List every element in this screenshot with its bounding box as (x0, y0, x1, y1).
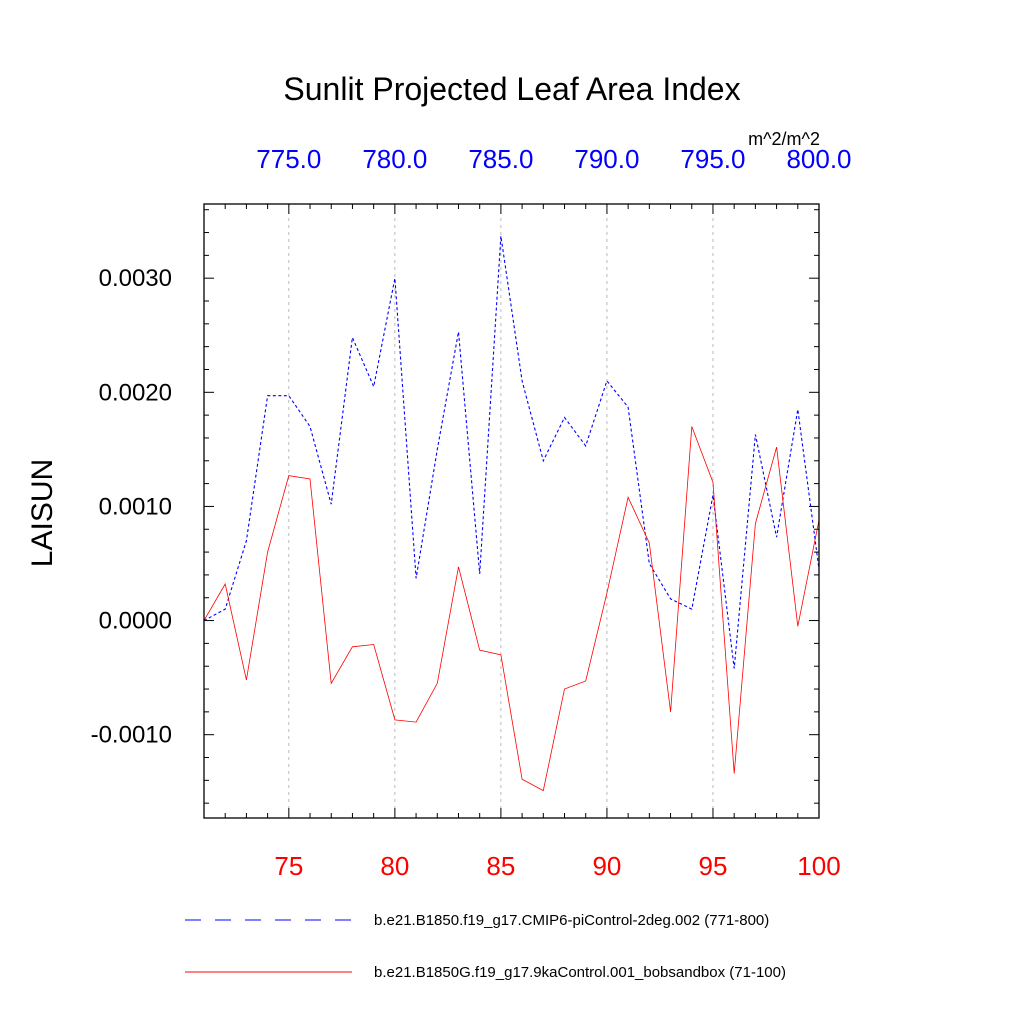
bottom-x-tick-label: 80 (380, 851, 409, 881)
top-x-tick-label: 790.0 (574, 144, 639, 174)
bottom-x-tick-label: 95 (699, 851, 728, 881)
legend: b.e21.B1850.f19_g17.CMIP6-piControl-2deg… (185, 912, 786, 981)
bottom-x-tick-label: 85 (486, 851, 515, 881)
top-x-tick-label: 785.0 (468, 144, 533, 174)
y-tick-label: 0.0000 (99, 608, 172, 635)
units-label: m^2/m^2 (748, 129, 820, 149)
series-layer (203, 235, 820, 792)
bottom-x-tick-label: 100 (797, 851, 840, 881)
tick-labels: -0.0010 0.0000 0.0010 0.0020 0.0030 75 80 85 90 9… (91, 144, 852, 881)
chart-title: Sunlit Projected Leaf Area Index (283, 71, 740, 107)
y-axis-label: LAISUN (26, 459, 59, 567)
legend-label-1: b.e21.B1850.f19_g17.CMIP6-piControl-2deg… (374, 912, 769, 929)
plot-frame (203, 203, 820, 819)
minor-ticks (203, 204, 820, 818)
top-x-tick-label: 800.0 (786, 144, 851, 174)
series-line-1 (203, 235, 820, 669)
y-tick-label: 0.0030 (99, 265, 172, 292)
bottom-x-tick-label: 75 (274, 851, 303, 881)
top-x-tick-label: 780.0 (362, 144, 427, 174)
series-line-2 (203, 426, 820, 792)
y-tick-label: 0.0020 (99, 379, 172, 406)
bottom-x-tick-label: 90 (592, 851, 621, 881)
legend-label-2: b.e21.B1850G.f19_g17.9kaControl.001_bobs… (374, 964, 786, 981)
grid-lines (288, 204, 820, 818)
y-tick-label: 0.0010 (99, 493, 172, 520)
top-x-tick-label: 775.0 (256, 144, 321, 174)
y-tick-label: -0.0010 (91, 722, 172, 749)
top-x-tick-label: 795.0 (680, 144, 745, 174)
